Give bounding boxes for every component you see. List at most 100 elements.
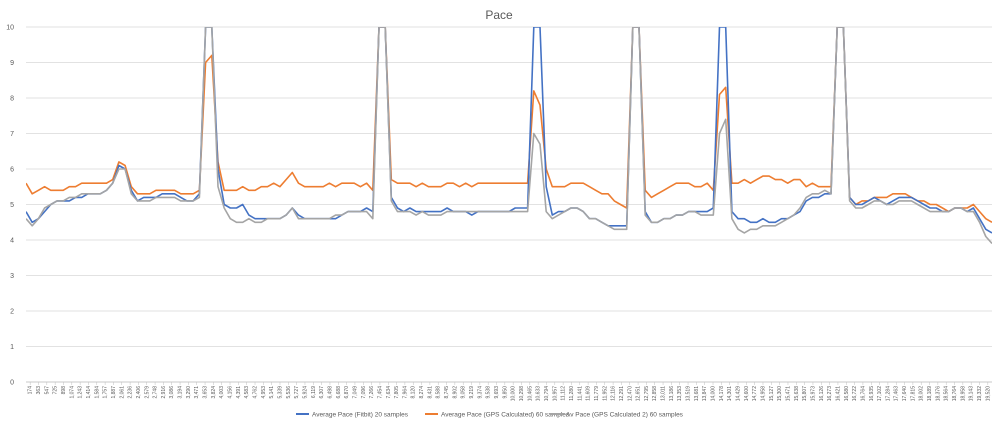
x-tick-label: 11,779: [594, 386, 600, 401]
x-tick-label: 174: [28, 386, 34, 395]
x-tick-label: 1,414: [86, 386, 92, 399]
x-tick-label: 10,000: [511, 386, 517, 402]
x-tick-label: 3,653: [203, 386, 209, 399]
x-tick-label: 1,074: [69, 386, 75, 399]
x-tick-label: 12,651: [636, 386, 642, 402]
x-tick-label: 16,722: [852, 386, 858, 402]
y-tick-label-4: 4: [10, 238, 14, 245]
x-tick-label: 10,298: [519, 386, 525, 402]
x-tick-label: 16,273: [827, 386, 833, 402]
x-tick-label: 7,805: [394, 386, 400, 399]
x-tick-label: 8,902: [452, 386, 458, 399]
x-tick-label: 15,973: [810, 386, 816, 402]
x-tick-label: 11,609: [586, 386, 592, 401]
x-tick-label: 6,498: [327, 386, 333, 399]
x-tick-label: 17,102: [877, 386, 883, 402]
x-tick-label: 18,564: [944, 386, 950, 402]
x-tick-label: 7,964: [402, 386, 408, 399]
x-tick-label: 363: [36, 386, 42, 395]
x-tick-label: 8,120: [411, 386, 417, 399]
y-tick-label-0: 0: [10, 380, 14, 387]
x-tick-label: 18,376: [935, 386, 941, 402]
x-tick-label: 5,924: [302, 386, 308, 399]
x-tick-label: 13,186: [669, 386, 675, 402]
x-tick-label: 7,454: [377, 386, 383, 399]
x-tick-label: 4,003: [219, 386, 225, 399]
y-tick-label-5: 5: [10, 202, 14, 209]
x-tick-label: 8,431: [427, 386, 433, 399]
x-tick-label: 10,957: [552, 386, 558, 402]
x-tick-label: 7,096: [361, 386, 367, 399]
x-tick-label: 4,762: [253, 386, 259, 399]
x-tick-label: 4,391: [236, 386, 242, 399]
x-tick-label: 19,332: [977, 386, 983, 402]
legend-label-3: Av Pace (GPS Calculated 2) 60 samples: [566, 411, 684, 418]
x-tick-label: 7,049: [352, 386, 358, 399]
x-tick-label: 725: [53, 386, 59, 395]
x-tick-label: 8,274: [419, 386, 425, 399]
x-tick-label: 15,807: [802, 386, 808, 402]
x-tick-label: 3,194: [178, 386, 184, 399]
x-tick-label: 18,958: [960, 386, 966, 402]
x-tick-label: 6,870: [344, 386, 350, 399]
x-tick-label: 15,300: [777, 386, 783, 402]
x-tick-label: 12,291: [619, 386, 625, 402]
x-tick-label: 19,520: [985, 386, 991, 402]
x-tick-label: 11,441: [577, 386, 583, 401]
y-tick-label-10: 10: [6, 25, 14, 32]
x-tick-label: 14,178: [719, 386, 725, 402]
x-tick-label: 2,236: [128, 386, 134, 399]
x-tick-label: 1,243: [78, 386, 84, 399]
x-tick-label: 2,406: [136, 386, 142, 399]
x-tick-label: 1,887: [111, 386, 117, 399]
x-tick-label: 12,795: [644, 386, 650, 402]
x-tick-label: 15,127: [769, 386, 775, 402]
y-tick-label-1: 1: [10, 344, 14, 351]
y-tick-label-9: 9: [10, 60, 14, 67]
x-tick-label: 18,764: [952, 386, 958, 402]
x-tick-label: 3,086: [169, 386, 175, 399]
x-tick-label: 12,116: [611, 386, 617, 401]
x-tick-label: 4,156: [228, 386, 234, 399]
x-tick-label: 12,858: [652, 386, 658, 402]
x-tick-label: 8,588: [436, 386, 442, 399]
x-tick-label: 14,958: [760, 386, 766, 402]
legend-label-1: Average Pace (Fitbit) 20 samples: [312, 411, 409, 418]
x-tick-label: 9,538: [486, 386, 492, 399]
x-tick-label: 11,112: [561, 386, 567, 401]
x-tick-label: 11,280: [569, 386, 575, 401]
x-tick-label: 7,634: [386, 386, 392, 399]
x-tick-label: 17,463: [894, 386, 900, 402]
x-tick-label: 12,470: [627, 386, 633, 402]
x-tick-label: 18,189: [927, 386, 933, 402]
x-tick-label: 16,126: [819, 386, 825, 402]
x-tick-label: 4,953: [261, 386, 267, 399]
x-tick-label: 10,465: [527, 386, 533, 402]
x-tick-label: 2,579: [144, 386, 150, 399]
x-tick-label: 15,638: [794, 386, 800, 402]
x-tick-label: 19,143: [969, 386, 975, 402]
x-tick-label: 2,061: [119, 386, 125, 399]
y-tick-label-6: 6: [10, 167, 14, 174]
x-tick-label: 16,580: [844, 386, 850, 402]
x-tick-label: 13,681: [694, 386, 700, 402]
x-tick-label: 17,640: [902, 386, 908, 402]
x-tick-label: 13,011: [661, 386, 667, 401]
x-tick-label: 14,772: [752, 386, 758, 402]
x-tick-label: 17,815: [910, 386, 916, 402]
x-tick-label: 547: [44, 386, 50, 395]
x-tick-label: 16,935: [869, 386, 875, 402]
x-tick-label: 3,824: [211, 386, 217, 399]
x-tick-label: 15,471: [785, 386, 791, 402]
x-tick-label: 5,727: [294, 386, 300, 399]
x-tick-label: 9,219: [469, 386, 475, 399]
x-tick-label: 9,374: [477, 386, 483, 399]
x-tick-label: 13,353: [677, 386, 683, 402]
x-tick-label: 6,307: [319, 386, 325, 399]
x-tick-label: 17,284: [885, 386, 891, 402]
x-tick-label: 11,952: [602, 386, 608, 401]
x-tick-label: 10,633: [536, 386, 542, 402]
x-tick-label: 9,850: [502, 386, 508, 399]
